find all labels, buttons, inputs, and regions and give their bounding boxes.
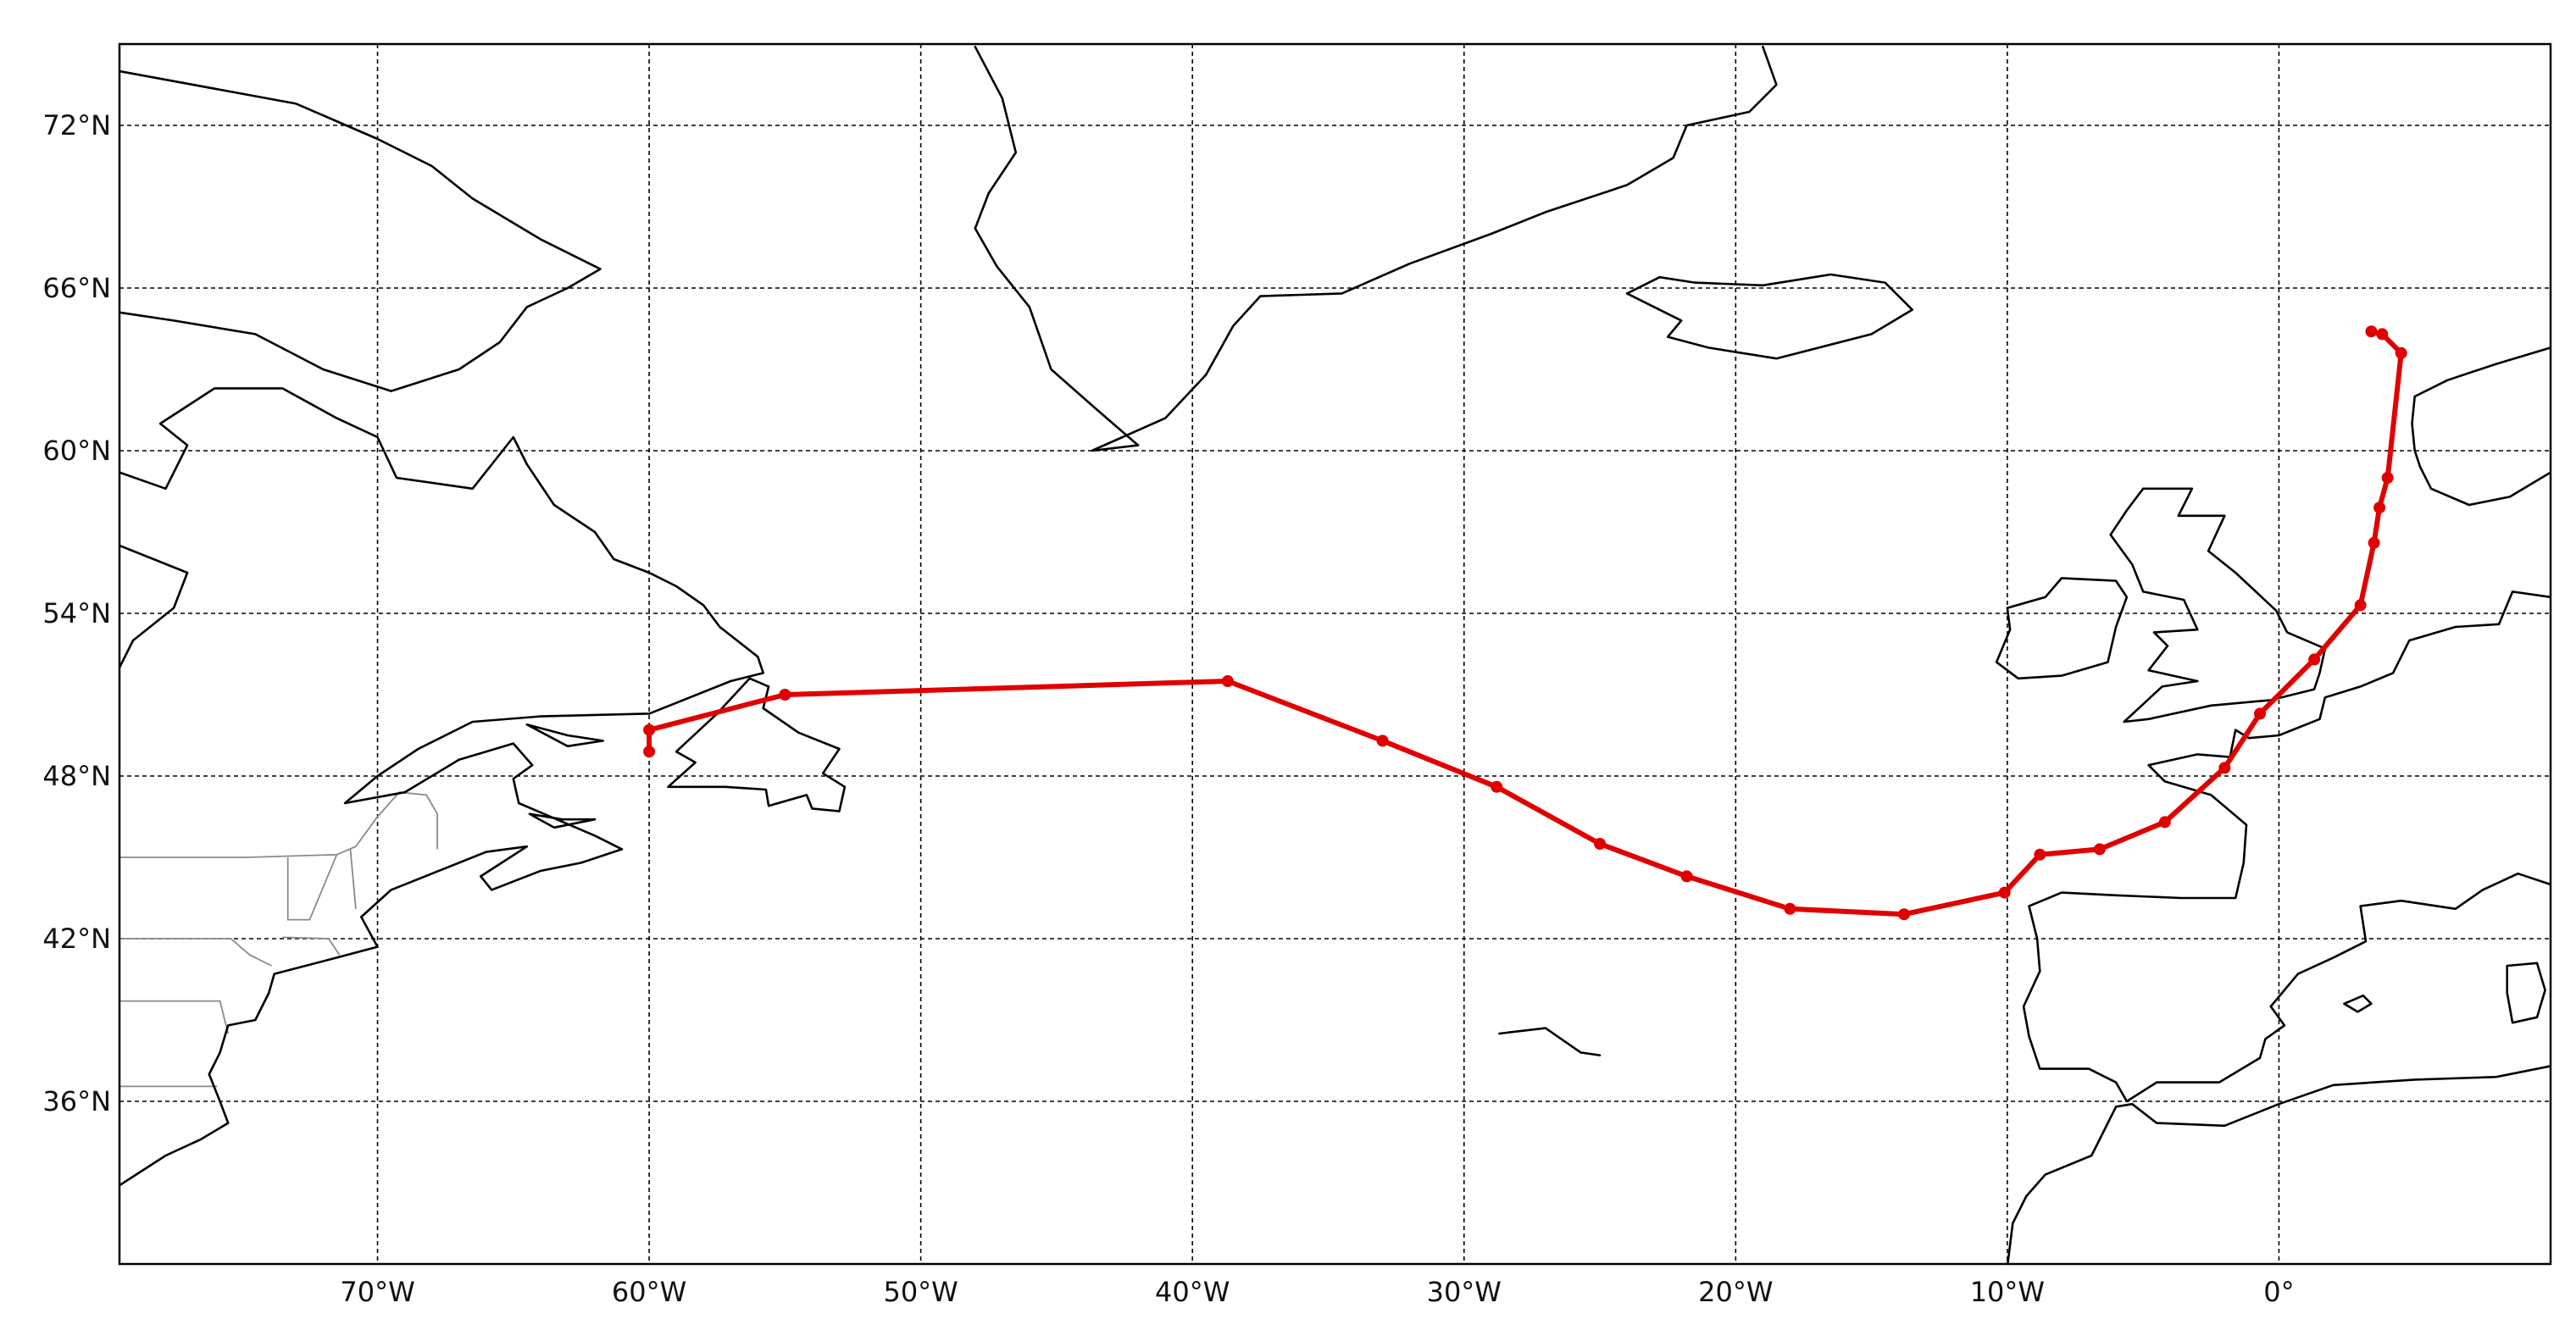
anticosti-coast [525, 723, 604, 748]
lon-tick-label: 40°W [1155, 1276, 1230, 1308]
greenland-coast [974, 45, 1778, 452]
track-point [2218, 762, 2231, 774]
political-borders [119, 791, 438, 1088]
lat-tick-label: 66°N [42, 272, 111, 304]
north-africa-coast [2006, 1065, 2551, 1264]
track-point [2376, 328, 2389, 341]
track-point [2354, 599, 2367, 612]
lat-tick-label: 48°N [42, 760, 111, 792]
norway-coast [2411, 346, 2551, 452]
europe-coast [2022, 590, 2551, 1103]
lat-tick-label: 42°N [42, 923, 111, 955]
lon-tick-label: 50°W [883, 1276, 958, 1308]
track-point [2365, 325, 2378, 338]
lat-tick-label: 72°N [42, 109, 111, 141]
coastlines [119, 45, 2551, 1264]
track-point [2368, 536, 2380, 549]
baffin-coast [119, 69, 602, 392]
lon-tick-label: 10°W [1970, 1276, 2045, 1308]
lat-tick-label: 36°N [42, 1085, 111, 1117]
ship-track [643, 325, 2407, 921]
track-point [2381, 472, 2394, 484]
us-canada-border [119, 791, 438, 858]
graticule [119, 44, 2551, 1264]
track-point [1784, 902, 1796, 915]
track-point [2395, 346, 2407, 359]
track-point [2093, 843, 2106, 856]
lon-tick-label: 30°W [1427, 1276, 1502, 1308]
lat-tick-label: 54°N [42, 597, 111, 629]
track-point [643, 723, 656, 736]
state-line-pa-ny [119, 938, 272, 967]
track-point [2308, 653, 2321, 666]
iceland-coast [1625, 273, 1913, 360]
hudson-bay-east [119, 544, 189, 669]
track-point [2254, 707, 2267, 720]
latitude-tick-labels: 72°N 66°N 60°N 54°N 48°N 42°N 36°N [42, 109, 111, 1117]
mallorca-coast [2343, 994, 2373, 1013]
state-line-maine [349, 849, 357, 909]
track-point [1998, 886, 2011, 899]
newfoundland-coast [667, 677, 847, 812]
state-line-vt-nh [286, 854, 338, 921]
lon-tick-label: 60°W [612, 1276, 686, 1308]
track-point [1594, 838, 1607, 850]
sardinia-coast [2506, 962, 2546, 1024]
lat-tick-label: 60°N [42, 435, 111, 467]
lon-tick-label: 20°W [1698, 1276, 1773, 1308]
longitude-tick-labels: 70°W 60°W 50°W 40°W 30°W 20°W 10°W 0° [340, 1276, 2294, 1308]
track-point [779, 689, 791, 701]
great-britain-coast [2109, 487, 2327, 723]
track-point [1221, 675, 1234, 687]
lon-tick-label: 0° [2263, 1276, 2294, 1308]
track-point [1680, 870, 1693, 883]
pei-coast [528, 812, 597, 829]
state-line-mason-dixon [119, 1000, 230, 1034]
track-point [643, 746, 656, 758]
labrador-coast [119, 387, 764, 1187]
track-point [1898, 908, 1911, 921]
azores-coast [1498, 1027, 1602, 1056]
track-point [2034, 848, 2046, 861]
state-line-ma [282, 936, 341, 956]
plot-frame [118, 42, 2552, 1266]
track-point [2158, 816, 2171, 829]
track-point [2373, 502, 2386, 514]
ireland-coast [1995, 577, 2129, 680]
south-norway-coast [2413, 449, 2551, 507]
track-point [1376, 735, 1389, 747]
lon-tick-label: 70°W [340, 1276, 414, 1308]
track-point [1491, 780, 1503, 793]
